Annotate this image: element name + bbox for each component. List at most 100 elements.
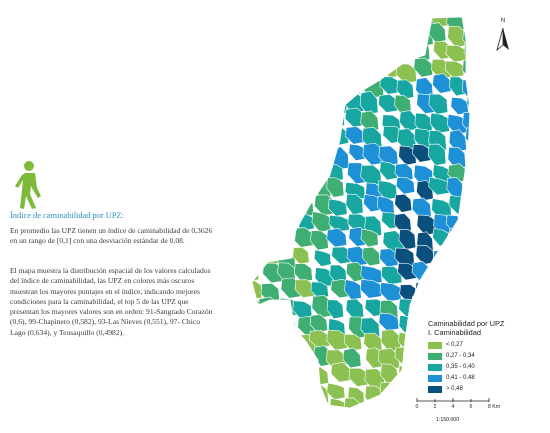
upz-district xyxy=(252,279,263,300)
upz-district xyxy=(462,264,470,288)
upz-district xyxy=(328,214,350,233)
scale-tick-label: 0 xyxy=(415,404,419,410)
upz-district xyxy=(252,74,264,97)
upz-district xyxy=(326,176,345,198)
upz-district xyxy=(278,76,298,99)
upz-district xyxy=(252,125,266,150)
upz-district xyxy=(295,77,313,98)
upz-district xyxy=(364,402,383,408)
upz-district xyxy=(411,197,432,219)
upz-district xyxy=(311,384,329,406)
upz-district xyxy=(277,128,299,147)
scale-tick-label: 8 Km xyxy=(487,404,501,410)
upz-district xyxy=(279,349,300,371)
upz-district xyxy=(292,147,315,167)
scale-tick-label: 4 xyxy=(451,404,455,410)
upz-district xyxy=(262,109,282,131)
legend-label: < 0,27 xyxy=(446,342,463,349)
scale-bar-graphic xyxy=(416,398,490,402)
upz-district xyxy=(293,180,316,200)
upz-district xyxy=(296,60,315,83)
upz-district xyxy=(461,79,470,101)
legend-swatch xyxy=(428,352,442,360)
upz-district xyxy=(278,382,299,405)
upz-district xyxy=(462,212,470,233)
upz-district xyxy=(252,246,262,267)
upz-district xyxy=(252,17,262,29)
upz-district xyxy=(326,329,348,351)
upz-district xyxy=(462,59,470,81)
upz-district xyxy=(252,211,260,229)
upz-district xyxy=(398,315,420,336)
upz-district xyxy=(463,40,470,62)
upz-district xyxy=(429,112,450,134)
upz-district xyxy=(292,363,315,385)
upz-district xyxy=(447,245,467,268)
upz-district xyxy=(252,232,260,254)
upz-district xyxy=(278,17,299,26)
upz-district xyxy=(252,400,259,408)
upz-district xyxy=(308,96,329,116)
upz-district xyxy=(326,382,346,400)
upz-district xyxy=(258,195,279,214)
upz-district xyxy=(329,17,348,31)
upz-district xyxy=(399,110,418,132)
upz-district xyxy=(277,27,298,49)
upz-district xyxy=(293,263,313,283)
upz-district xyxy=(343,333,363,352)
upz-district xyxy=(293,160,313,181)
scale-bar: 0 2 4 6 8 Km xyxy=(414,398,534,428)
legend-item: 0,27 - 0,34 xyxy=(428,351,548,361)
upz-district xyxy=(261,399,283,408)
upz-district xyxy=(448,260,468,284)
upz-district xyxy=(263,95,285,116)
upz-district xyxy=(361,24,383,44)
upz-district xyxy=(329,397,348,408)
upz-district xyxy=(343,397,361,408)
upz-district xyxy=(450,97,469,116)
upz-district xyxy=(345,17,364,30)
upz-district xyxy=(380,17,402,30)
upz-district xyxy=(359,90,379,115)
legend-item: 0,35 - 0,40 xyxy=(428,362,548,372)
upz-district xyxy=(262,46,283,69)
legend-swatch xyxy=(428,341,442,349)
upz-district xyxy=(292,247,310,265)
upz-district xyxy=(292,399,313,408)
legend-label: 0,35 - 0,40 xyxy=(446,364,475,371)
upz-district xyxy=(465,229,470,250)
legend-title: Caminabilidad por UPZ I. Caminabilidad xyxy=(428,319,548,337)
upz-district xyxy=(378,94,399,113)
upz-district xyxy=(295,17,314,28)
upz-district xyxy=(463,297,470,321)
upz-district xyxy=(394,400,414,408)
upz-district xyxy=(427,143,447,166)
index-heading: Índice de caminabilidad por UPZ: xyxy=(10,211,124,220)
upz-district xyxy=(326,23,346,46)
upz-district xyxy=(275,211,297,234)
upz-district xyxy=(447,283,469,304)
upz-district xyxy=(394,41,414,61)
legend-item: > 0,48 xyxy=(428,384,548,394)
legend-item: < 0,27 xyxy=(428,340,548,350)
upz-district xyxy=(277,398,296,408)
upz-district xyxy=(380,265,403,285)
upz-district xyxy=(312,27,331,51)
upz-district xyxy=(326,60,348,81)
upz-district xyxy=(277,164,300,183)
upz-district xyxy=(276,59,296,78)
upz-district xyxy=(252,317,267,338)
upz-district xyxy=(327,198,348,217)
upz-district xyxy=(345,22,365,44)
upz-district xyxy=(360,110,380,132)
upz-district xyxy=(428,93,449,115)
upz-district xyxy=(261,143,284,164)
scale-ratio: 1:150.000 xyxy=(436,417,460,423)
upz-district xyxy=(252,262,260,282)
upz-district xyxy=(326,228,348,248)
upz-district xyxy=(258,163,277,184)
upz-district xyxy=(309,127,329,150)
scale-tick-label: 2 xyxy=(433,404,437,410)
upz-district xyxy=(431,299,452,321)
upz-district xyxy=(294,382,316,404)
